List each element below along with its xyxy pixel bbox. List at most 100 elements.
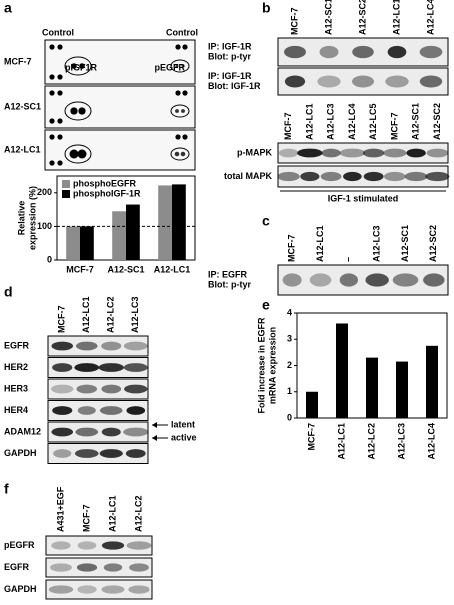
bar bbox=[396, 361, 408, 418]
band bbox=[320, 171, 342, 182]
lane-label: MCF-7 bbox=[283, 113, 293, 141]
lane-label: – bbox=[343, 257, 353, 262]
spot bbox=[57, 44, 63, 50]
band bbox=[75, 427, 99, 437]
bar bbox=[158, 185, 172, 260]
bar bbox=[426, 345, 438, 418]
blot-label: p-MAPK bbox=[237, 147, 272, 157]
band bbox=[277, 171, 300, 182]
spot bbox=[175, 64, 179, 68]
blot bbox=[45, 557, 153, 578]
band bbox=[52, 363, 73, 372]
band bbox=[362, 148, 385, 158]
spot bbox=[57, 74, 63, 80]
legend-label: phosphoIGF-1R bbox=[73, 188, 141, 198]
blot-label: HER3 bbox=[4, 383, 28, 393]
x-tick-label: A12-SC1 bbox=[107, 264, 144, 274]
lane-label: A12-SC1 bbox=[411, 103, 421, 140]
band bbox=[383, 148, 407, 158]
spot-circle bbox=[64, 144, 92, 164]
lane-label: A12-SC2 bbox=[432, 103, 442, 140]
array-panel bbox=[44, 39, 196, 85]
band bbox=[125, 449, 146, 458]
band bbox=[99, 449, 123, 458]
annotation: latent bbox=[171, 419, 195, 429]
band bbox=[129, 563, 149, 572]
band bbox=[77, 585, 97, 594]
y-tick-label: 3 bbox=[287, 334, 292, 344]
row-label: A12-SC1 bbox=[4, 101, 41, 111]
band bbox=[383, 171, 406, 182]
band bbox=[123, 341, 148, 351]
bar bbox=[306, 391, 318, 418]
blot bbox=[45, 535, 153, 556]
band bbox=[53, 449, 72, 458]
x-tick-label: A12-LC3 bbox=[396, 423, 406, 460]
control-label: Control bbox=[42, 27, 74, 37]
control-label: Control bbox=[166, 27, 198, 37]
annotation: active bbox=[171, 432, 197, 442]
band bbox=[52, 406, 73, 415]
spot bbox=[181, 109, 185, 113]
lane-label: A12-LC1 bbox=[391, 0, 401, 35]
blot-label: HER2 bbox=[4, 362, 28, 372]
band bbox=[321, 148, 341, 158]
band bbox=[76, 563, 98, 572]
band bbox=[419, 75, 443, 88]
band bbox=[123, 363, 148, 372]
x-tick-label: A12-LC1 bbox=[336, 423, 346, 460]
band bbox=[392, 273, 419, 287]
band bbox=[319, 45, 339, 59]
band bbox=[426, 148, 449, 158]
spot bbox=[175, 44, 181, 50]
band bbox=[284, 75, 306, 88]
blot-label: Blot: IGF-1R bbox=[208, 81, 261, 91]
band bbox=[51, 384, 74, 394]
band bbox=[101, 341, 122, 351]
spot-label: pEGFR bbox=[155, 62, 186, 72]
band bbox=[77, 541, 97, 550]
bar bbox=[66, 226, 80, 260]
blot-label: pEGFR bbox=[4, 540, 35, 550]
band bbox=[425, 171, 450, 182]
lane-label: MCF-7 bbox=[289, 8, 299, 36]
lane-label: A12-LC4 bbox=[425, 0, 435, 35]
band bbox=[309, 273, 332, 287]
band bbox=[51, 427, 74, 437]
arrowhead bbox=[152, 435, 157, 441]
y-axis-label: Fold increase in EGFR bbox=[256, 317, 266, 414]
spot-circle bbox=[170, 59, 190, 73]
band bbox=[103, 563, 123, 572]
x-tick-label: A12-LC4 bbox=[426, 423, 436, 460]
band bbox=[50, 563, 72, 572]
band bbox=[51, 341, 74, 351]
y-tick-label: 0 bbox=[287, 412, 292, 422]
lane-label: A12-LC3 bbox=[372, 225, 382, 262]
array-panel bbox=[44, 85, 196, 129]
lane-label: A12-LC5 bbox=[368, 103, 378, 140]
lane-label: MCF-7 bbox=[287, 235, 297, 263]
panel-letter: c bbox=[262, 213, 270, 229]
legend-swatch bbox=[62, 180, 70, 188]
band bbox=[124, 384, 148, 394]
band bbox=[365, 273, 389, 287]
band bbox=[101, 585, 125, 594]
band bbox=[99, 406, 123, 415]
spot bbox=[49, 74, 55, 80]
blot-label: HER4 bbox=[4, 405, 28, 415]
band bbox=[74, 449, 99, 458]
spot bbox=[181, 64, 185, 68]
panel-letter: d bbox=[4, 284, 13, 300]
bar bbox=[172, 184, 186, 260]
spot bbox=[70, 107, 78, 115]
band bbox=[126, 541, 152, 550]
lane-label: A12-LC1 bbox=[81, 296, 91, 333]
band bbox=[101, 541, 125, 550]
arrowhead bbox=[152, 422, 157, 428]
spot bbox=[49, 118, 55, 124]
band bbox=[74, 363, 100, 372]
x-tick-label: MCF-7 bbox=[306, 423, 316, 451]
bar bbox=[336, 323, 348, 418]
band bbox=[404, 171, 428, 182]
band bbox=[101, 384, 122, 394]
